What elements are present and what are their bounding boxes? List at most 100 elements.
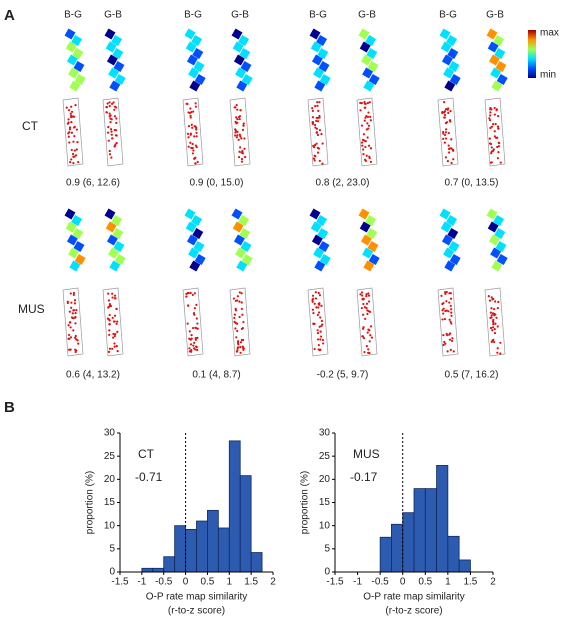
- spike: [362, 133, 366, 136]
- spike: [191, 152, 194, 155]
- rate-bin: [318, 241, 330, 252]
- spike: [449, 292, 453, 295]
- spike: [241, 313, 244, 316]
- rate-bin: [104, 28, 116, 40]
- rate-bin: [493, 35, 505, 46]
- spike: [367, 124, 371, 127]
- rate-bin: [444, 80, 456, 92]
- rate-bin: [185, 41, 197, 53]
- spike: [196, 348, 199, 352]
- spike: [68, 337, 71, 340]
- spike: [74, 311, 77, 315]
- rate-bin: [447, 228, 459, 239]
- spike: [489, 108, 492, 111]
- spike: [108, 303, 112, 306]
- spike: [237, 115, 241, 119]
- spike: [234, 307, 237, 310]
- rate-bin: [358, 28, 370, 40]
- spike: [449, 109, 452, 113]
- spike: [490, 307, 493, 310]
- spike: [444, 291, 447, 294]
- spike: [190, 111, 193, 114]
- spike: [107, 292, 110, 295]
- spike: [447, 131, 450, 135]
- rate-bin: [194, 74, 206, 85]
- spike: [235, 116, 238, 119]
- rate-bin: [360, 54, 372, 66]
- spike: [233, 320, 236, 323]
- spike: [442, 130, 445, 134]
- rate-bin: [232, 221, 244, 233]
- track-box: [62, 97, 84, 167]
- spike: [311, 121, 315, 124]
- spike: [492, 308, 496, 311]
- rate-bin: [241, 254, 253, 265]
- spike: [68, 128, 72, 131]
- spike: [369, 119, 372, 122]
- spike: [491, 312, 495, 315]
- spike: [366, 122, 369, 125]
- spike: [194, 105, 198, 108]
- spike: [362, 148, 365, 151]
- spike: [367, 144, 371, 147]
- spike: [186, 322, 189, 325]
- y-tick-label: 0: [324, 567, 330, 578]
- track-box: [437, 287, 459, 357]
- rate-bin: [448, 241, 460, 252]
- spike: [318, 101, 321, 104]
- spike: [311, 294, 315, 297]
- spike: [192, 347, 196, 350]
- bar: [239, 475, 252, 573]
- spike: [445, 300, 448, 303]
- rate-bin: [487, 41, 499, 53]
- y-tick-label: 20: [319, 474, 331, 485]
- spike: [492, 148, 495, 151]
- similarity-caption: -0.2 (5, 9.7): [317, 370, 369, 381]
- spike: [70, 158, 73, 161]
- rate-bin: [446, 35, 458, 46]
- track-box: [307, 97, 329, 167]
- rate-bin: [363, 80, 375, 92]
- spike: [113, 342, 116, 345]
- spike: [311, 107, 314, 110]
- spike: [489, 111, 492, 114]
- spike: [234, 120, 237, 123]
- rate-bin: [64, 28, 76, 40]
- column-label: B-G: [439, 10, 457, 21]
- spike: [110, 102, 114, 105]
- spike: [443, 111, 446, 114]
- spike: [449, 348, 452, 351]
- spike: [77, 342, 80, 345]
- spike: [111, 296, 114, 299]
- spike: [497, 300, 500, 304]
- spike: [236, 346, 240, 349]
- rate-bin: [443, 67, 455, 79]
- rate-bin: [309, 28, 321, 40]
- spike: [185, 295, 188, 298]
- spike: [69, 161, 72, 164]
- spike: [106, 102, 109, 105]
- spike: [369, 160, 372, 163]
- spike: [446, 334, 449, 337]
- rate-bin: [362, 67, 374, 79]
- spike: [108, 153, 112, 156]
- spike: [190, 348, 193, 352]
- row-label: CT: [22, 119, 39, 133]
- column-label: G-B: [486, 10, 504, 21]
- spike: [240, 292, 243, 295]
- spike: [68, 141, 71, 144]
- spike: [443, 317, 447, 321]
- spike: [74, 334, 77, 338]
- rate-bin: [186, 234, 198, 246]
- spike: [72, 291, 76, 295]
- spike: [495, 316, 498, 319]
- spike: [488, 142, 492, 145]
- spike: [316, 338, 320, 341]
- rate-bin: [496, 74, 508, 85]
- rate-bin: [238, 35, 250, 46]
- spike: [440, 294, 443, 297]
- spike: [367, 292, 370, 295]
- spike: [319, 348, 322, 351]
- spike: [241, 345, 244, 348]
